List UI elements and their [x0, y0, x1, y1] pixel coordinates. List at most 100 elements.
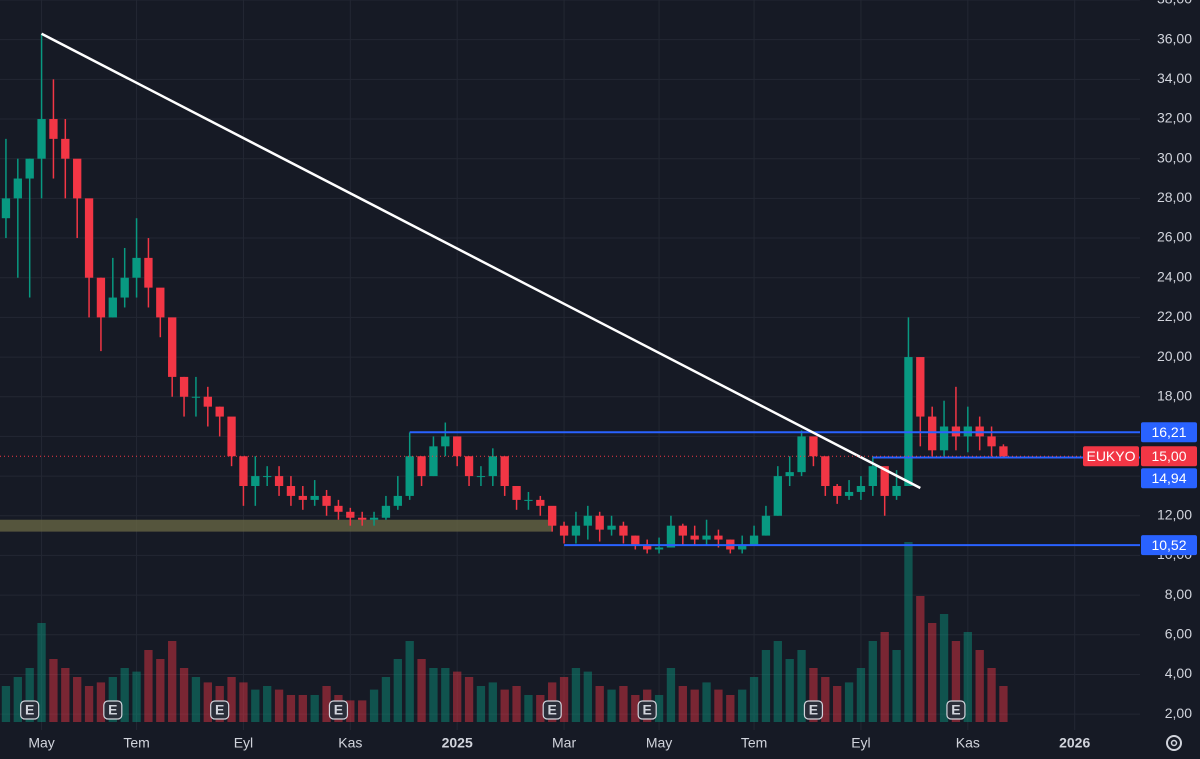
- candle-body: [453, 436, 462, 457]
- candle-body: [690, 535, 699, 540]
- volume-bar: [191, 677, 201, 722]
- volume-bar: [84, 686, 94, 722]
- volume-bar: [405, 641, 414, 722]
- volume-bar: [358, 700, 367, 722]
- candle-body: [263, 476, 272, 478]
- candle-body: [61, 138, 70, 159]
- event-marker[interactable]: E: [210, 700, 230, 720]
- event-label: E: [951, 702, 960, 718]
- level-box: [1141, 468, 1197, 489]
- candle-body: [702, 535, 711, 540]
- settings-ring: [1166, 735, 1182, 751]
- candle-body: [821, 456, 830, 487]
- y-tick-label: 26,00: [1157, 229, 1192, 245]
- volume-bar: [108, 677, 117, 722]
- volume-bar: [904, 542, 913, 722]
- settings-dot: [1170, 739, 1178, 747]
- x-tick-label: Tem: [741, 735, 767, 751]
- volume-bar: [595, 686, 604, 722]
- event-marker[interactable]: E: [328, 700, 349, 720]
- candle-body: [987, 436, 996, 447]
- candle-body: [73, 158, 82, 199]
- candle-body: [37, 119, 46, 159]
- volume-bar: [417, 659, 426, 722]
- volume-bar: [821, 677, 830, 722]
- level-box: [1141, 535, 1197, 556]
- volume-bar: [429, 668, 438, 722]
- volume-bar: [666, 668, 676, 722]
- volume-bar: [381, 677, 391, 722]
- volume-bar: [227, 677, 236, 722]
- volume-bar: [393, 659, 402, 722]
- y-tick-label: 12,00: [1157, 506, 1192, 522]
- volume-bar: [179, 668, 189, 722]
- candle-body: [49, 119, 58, 139]
- candle-body: [298, 495, 307, 500]
- event-box: [210, 700, 230, 720]
- volume-bar: [476, 686, 486, 722]
- candle-body: [916, 357, 925, 417]
- candle-body: [156, 287, 165, 318]
- candle-body: [595, 515, 604, 530]
- volume-bar: [156, 659, 165, 722]
- candle-body: [809, 436, 818, 457]
- candle-body: [666, 525, 676, 548]
- event-label: E: [215, 702, 224, 718]
- event-marker[interactable]: E: [542, 700, 562, 720]
- volume-bar: [25, 668, 34, 722]
- volume-bar: [559, 677, 569, 722]
- volume-bar: [714, 689, 723, 722]
- candle-body: [358, 517, 367, 520]
- volume-bar: [749, 677, 759, 722]
- candle-body: [274, 476, 284, 487]
- volume-bar: [939, 614, 949, 722]
- volume-bar: [263, 686, 272, 722]
- candle-body: [369, 517, 379, 520]
- candle-body: [559, 525, 569, 536]
- candle-body: [583, 515, 592, 526]
- settings-icon[interactable]: [1166, 735, 1182, 751]
- event-marker[interactable]: E: [103, 700, 123, 720]
- y-tick-label: 34,00: [1157, 70, 1192, 86]
- y-tick-label: 32,00: [1157, 110, 1192, 126]
- last-price-label: 15,00: [1151, 448, 1186, 464]
- volume-bar: [37, 623, 46, 722]
- event-marker[interactable]: E: [946, 700, 966, 720]
- candle-body: [619, 525, 628, 536]
- symbol-box: [1083, 446, 1139, 467]
- volume-bar: [464, 677, 474, 722]
- event-marker[interactable]: E: [803, 700, 824, 720]
- event-marker[interactable]: E: [637, 700, 657, 720]
- candle-body: [548, 505, 557, 526]
- volume-bar: [512, 686, 521, 722]
- volume-bar: [96, 682, 106, 722]
- event-label: E: [643, 702, 652, 718]
- candle-body: [203, 396, 212, 407]
- candle-body: [607, 525, 616, 530]
- volume-bar: [654, 695, 664, 722]
- candle-body: [749, 535, 759, 546]
- candle-body: [488, 456, 497, 477]
- candle-body: [476, 476, 486, 478]
- candle-body: [1, 198, 11, 219]
- y-tick-label: 38,00: [1157, 0, 1192, 7]
- candle-body: [631, 535, 640, 546]
- volume-bar: [833, 686, 842, 722]
- candle-body: [464, 456, 474, 477]
- volume-bar: [999, 686, 1008, 722]
- volume-bar: [251, 689, 260, 722]
- volume-bar: [168, 641, 177, 722]
- y-tick-label: 4,00: [1165, 665, 1192, 681]
- event-box: [542, 700, 562, 720]
- volume-bar: [809, 668, 818, 722]
- event-label: E: [25, 702, 34, 718]
- candle-body: [856, 486, 866, 492]
- volume-bar: [61, 668, 70, 722]
- event-box: [946, 700, 966, 720]
- y-tick-label: 18,00: [1157, 387, 1192, 403]
- event-marker[interactable]: E: [20, 700, 40, 720]
- volume-bar: [203, 682, 212, 722]
- y-tick-label: 20,00: [1157, 348, 1192, 364]
- candle-body: [999, 446, 1008, 457]
- candle-body: [286, 486, 296, 496]
